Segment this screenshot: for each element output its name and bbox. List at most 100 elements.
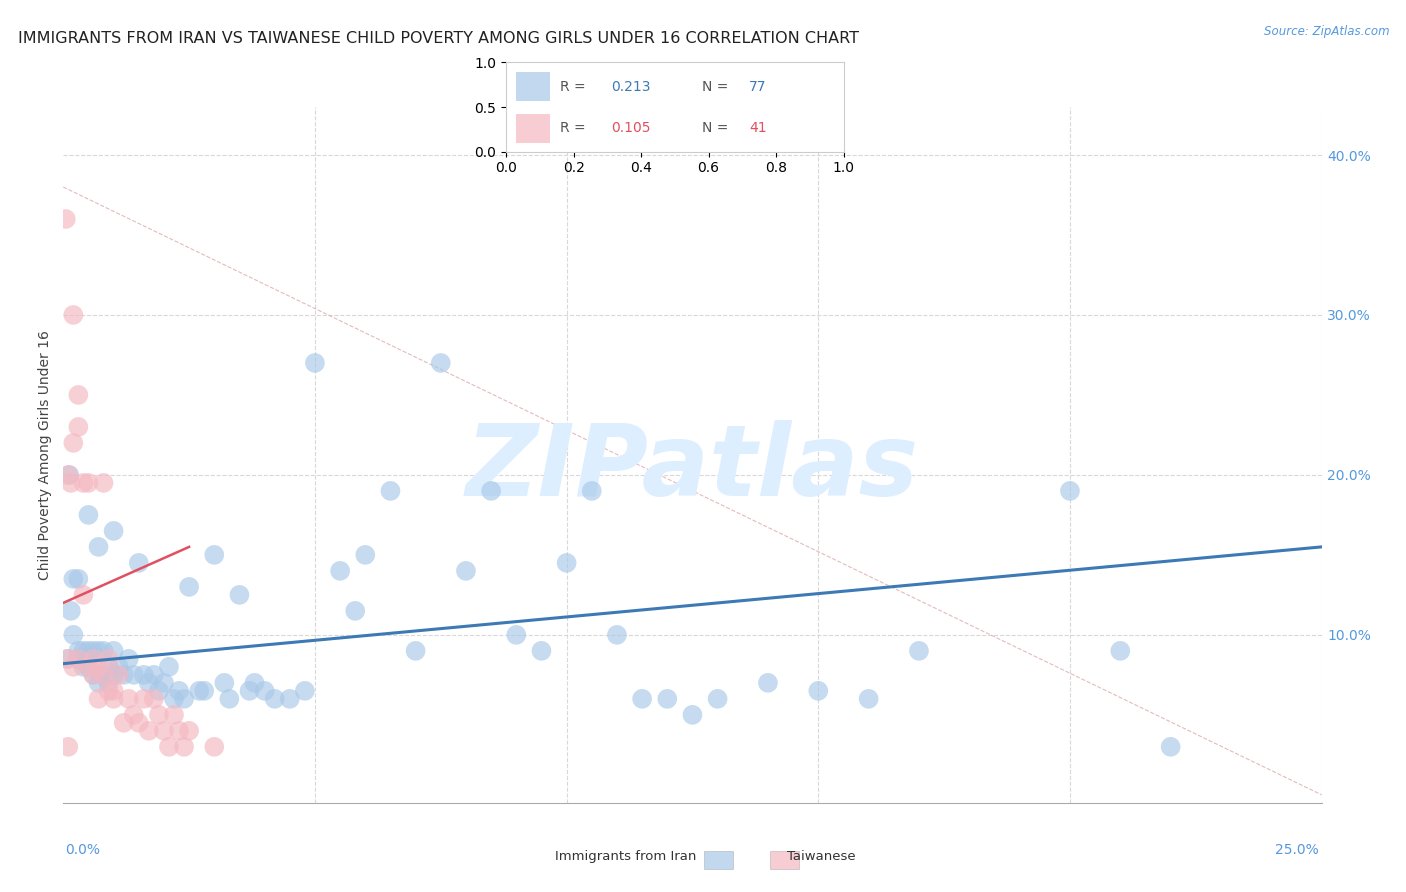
Point	[1059, 483, 1081, 498]
Point	[706, 691, 728, 706]
Point	[77, 660, 100, 674]
Point	[97, 660, 120, 674]
Point	[62, 628, 84, 642]
Point	[304, 356, 326, 370]
Point	[93, 475, 115, 490]
Point	[103, 691, 125, 706]
Point	[62, 660, 84, 674]
Point	[58, 467, 80, 482]
Point	[67, 644, 90, 658]
Point	[67, 652, 90, 666]
Point	[77, 508, 100, 522]
Point	[122, 707, 145, 722]
Point	[631, 691, 654, 706]
Point	[93, 644, 115, 658]
Point	[148, 683, 170, 698]
Point	[202, 739, 225, 754]
Point	[329, 564, 352, 578]
Point	[243, 676, 266, 690]
Point	[67, 420, 90, 434]
Point	[555, 556, 578, 570]
Point	[908, 644, 931, 658]
Point	[97, 676, 120, 690]
Point	[153, 723, 176, 738]
Point	[59, 475, 82, 490]
Text: Source: ZipAtlas.com: Source: ZipAtlas.com	[1264, 25, 1389, 38]
Point	[405, 644, 427, 658]
Point	[354, 548, 377, 562]
Point	[82, 668, 104, 682]
Point	[56, 652, 79, 666]
Point	[103, 524, 125, 538]
Point	[157, 739, 180, 754]
Point	[132, 691, 155, 706]
Point	[118, 652, 141, 666]
Point	[87, 660, 110, 674]
Point	[118, 691, 141, 706]
Point	[77, 660, 100, 674]
Text: 41: 41	[749, 120, 766, 135]
Point	[62, 436, 84, 450]
Point	[807, 683, 830, 698]
Point	[77, 475, 100, 490]
Point	[55, 212, 77, 227]
Point	[107, 668, 129, 682]
Text: IMMIGRANTS FROM IRAN VS TAIWANESE CHILD POVERTY AMONG GIRLS UNDER 16 CORRELATION: IMMIGRANTS FROM IRAN VS TAIWANESE CHILD …	[18, 31, 859, 46]
Point	[228, 588, 250, 602]
Point	[103, 683, 125, 698]
Point	[87, 676, 110, 690]
Text: R =: R =	[560, 79, 591, 94]
Point	[581, 483, 603, 498]
Point	[97, 683, 120, 698]
Text: Taiwanese: Taiwanese	[787, 850, 856, 863]
Point	[72, 588, 94, 602]
Point	[454, 564, 477, 578]
Point	[103, 668, 125, 682]
Point	[142, 668, 165, 682]
Point	[87, 540, 110, 554]
Point	[142, 691, 165, 706]
Point	[179, 580, 201, 594]
Point	[263, 691, 285, 706]
Point	[103, 644, 125, 658]
Point	[82, 668, 104, 682]
Point	[157, 660, 180, 674]
Point	[657, 691, 679, 706]
Point	[59, 604, 82, 618]
Point	[1109, 644, 1132, 658]
Point	[278, 691, 301, 706]
Point	[163, 707, 186, 722]
Point	[682, 707, 704, 722]
Point	[122, 668, 145, 682]
Text: Immigrants from Iran: Immigrants from Iran	[554, 850, 696, 863]
Point	[58, 652, 80, 666]
Point	[167, 683, 190, 698]
Point	[858, 691, 880, 706]
Point	[67, 388, 90, 402]
Point	[97, 652, 120, 666]
Text: 0.0%: 0.0%	[65, 843, 100, 857]
Point	[193, 683, 215, 698]
Point	[132, 668, 155, 682]
Point	[479, 483, 502, 498]
Y-axis label: Child Poverty Among Girls Under 16: Child Poverty Among Girls Under 16	[38, 330, 52, 580]
Point	[82, 644, 104, 658]
Text: N =: N =	[702, 120, 733, 135]
Text: 0.213: 0.213	[610, 79, 650, 94]
Point	[138, 723, 160, 738]
Point	[58, 467, 80, 482]
Point	[430, 356, 453, 370]
Point	[173, 739, 195, 754]
Point	[93, 668, 115, 682]
Text: N =: N =	[702, 79, 733, 94]
Point	[188, 683, 211, 698]
Point	[77, 644, 100, 658]
Point	[202, 548, 225, 562]
Point	[62, 572, 84, 586]
Point	[72, 644, 94, 658]
Point	[112, 668, 135, 682]
Point	[214, 676, 236, 690]
Point	[138, 676, 160, 690]
Point	[294, 683, 316, 698]
Text: 77: 77	[749, 79, 766, 94]
